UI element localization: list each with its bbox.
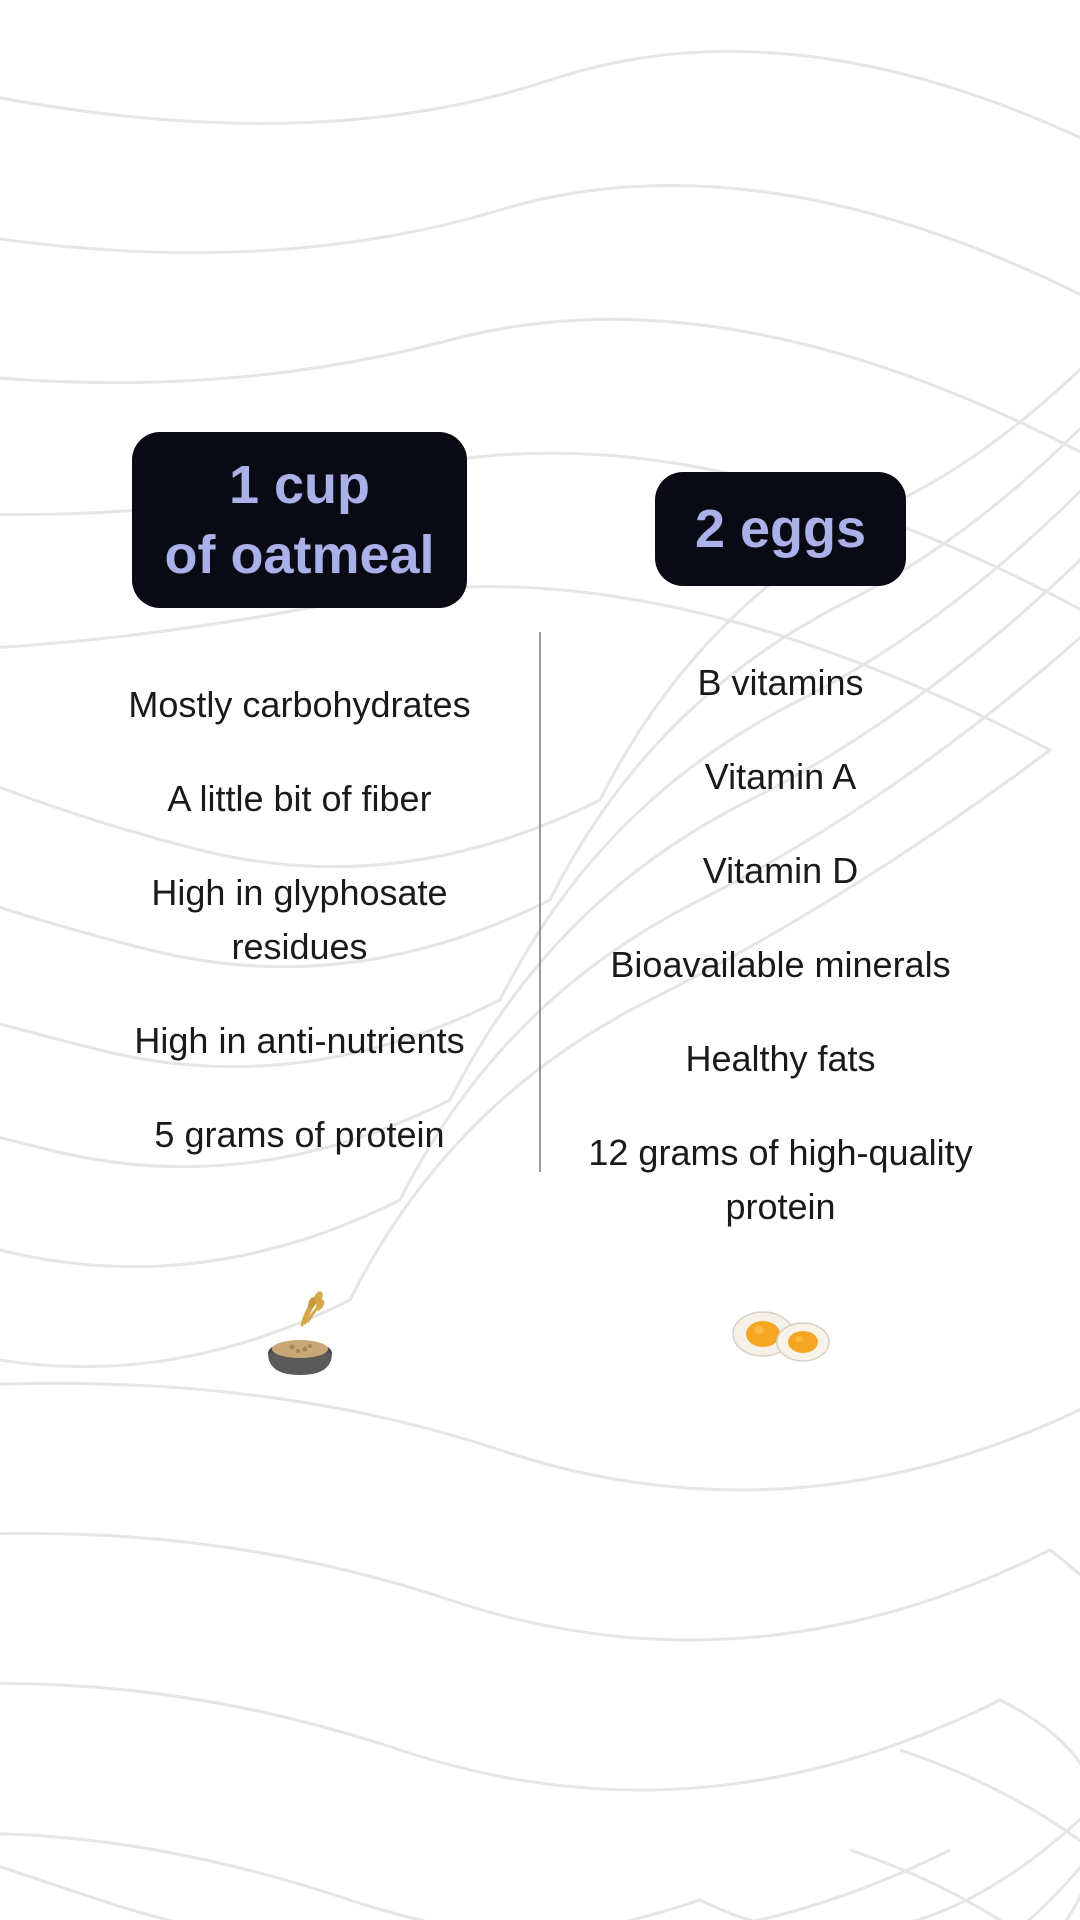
left-title-line2: of oatmeal — [164, 520, 434, 590]
right-items-list: B vitamins Vitamin A Vitamin D Bioavaila… — [571, 656, 991, 1234]
list-item: 5 grams of protein — [154, 1108, 444, 1162]
vertical-divider — [539, 632, 541, 1172]
list-item: Vitamin A — [705, 750, 856, 804]
right-title: 2 eggs — [695, 499, 866, 559]
left-column: 1 cup of oatmeal Mostly carbohydrates A … — [80, 432, 519, 1388]
list-item: Mostly carbohydrates — [128, 678, 470, 732]
left-title-line1: 1 cup — [164, 450, 434, 520]
list-item: High in anti-nutrients — [134, 1014, 464, 1068]
list-item: Vitamin D — [703, 844, 858, 898]
list-item: 12 grams of high-quality protein — [571, 1126, 991, 1234]
right-title-badge: 2 eggs — [655, 472, 906, 586]
left-title-badge: 1 cup of oatmeal — [132, 432, 466, 608]
list-item: B vitamins — [697, 656, 863, 710]
content-container: 1 cup of oatmeal Mostly carbohydrates A … — [0, 0, 1080, 1920]
list-item: High in glyphosate residues — [90, 866, 510, 974]
oatmeal-bowl-icon — [250, 1278, 350, 1388]
right-column: 2 eggs B vitamins Vitamin A Vitamin D Bi… — [561, 432, 1000, 1388]
list-item: A little bit of fiber — [167, 772, 431, 826]
list-item: Bioavailable minerals — [610, 938, 950, 992]
left-items-list: Mostly carbohydrates A little bit of fib… — [90, 678, 510, 1238]
boiled-eggs-icon — [721, 1274, 841, 1384]
list-item: Healthy fats — [685, 1032, 875, 1086]
comparison-row: 1 cup of oatmeal Mostly carbohydrates A … — [0, 432, 1080, 1388]
